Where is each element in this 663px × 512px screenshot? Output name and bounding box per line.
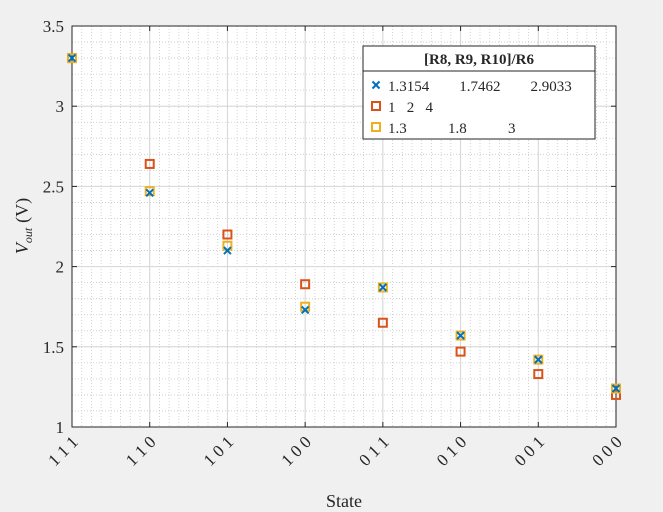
x-tick-label: 1 1 1	[44, 432, 81, 469]
marker-stroke	[145, 188, 154, 198]
legend-label-series-2: 1 2 4	[388, 100, 434, 116]
marker-stroke	[611, 384, 621, 393]
x-tick-label: 1 1 0	[122, 432, 159, 469]
data-point-series-1	[534, 355, 543, 364]
legend-title: [R8, R9, R10]/R6	[424, 52, 534, 68]
marker-stroke	[300, 305, 310, 315]
y-axis: 1 1.5 2 2.5 3 3.5	[43, 17, 616, 437]
y-tick-label: 2.5	[43, 177, 64, 196]
legend-marker-series-1	[371, 80, 381, 90]
marker-stroke	[67, 53, 77, 63]
x-tick-label: 1 0 1	[200, 432, 237, 469]
data-point-series-3	[611, 383, 621, 394]
legend: [R8, R9, R10]/R6 1.3154 1.7462 2.9033 1 2…	[362, 45, 596, 140]
x-tick-label: 0 1 1	[355, 432, 392, 469]
x-tick-label: 0 0 0	[588, 432, 625, 469]
y-tick-label: 1.5	[43, 338, 64, 357]
y-axis-label: Vout(V)	[12, 198, 35, 254]
plot-frame	[71, 25, 617, 428]
x-axis-label: State	[326, 491, 362, 511]
y-tick-label: 1	[56, 418, 65, 437]
data-point-series-1	[456, 331, 465, 340]
legend-label-series-3: 1.3 1.8 3	[388, 121, 516, 137]
data-point-series-1	[300, 305, 310, 315]
x-tick-label: 0 1 0	[433, 432, 470, 469]
data-point-series-3	[533, 354, 544, 365]
data-point-series-2	[611, 389, 621, 400]
data-point-series-2	[300, 279, 311, 290]
data-point-series-1	[145, 188, 154, 198]
data-point-series-1	[67, 53, 77, 63]
y-tick-label: 3	[56, 97, 65, 116]
marker-stroke	[534, 355, 543, 364]
data-point-series-3	[67, 53, 77, 64]
y-tick-label: 2	[56, 258, 65, 277]
data-point-series-3	[455, 330, 466, 341]
data-point-series-2	[377, 317, 388, 328]
data-point-series-1	[223, 246, 232, 255]
data-point-series-2	[455, 346, 466, 357]
data-markers	[67, 53, 621, 400]
marker-stroke	[378, 283, 388, 292]
data-point-series-2	[222, 229, 233, 240]
legend-marker-series-2	[371, 101, 381, 111]
data-point-series-1	[378, 283, 388, 292]
marker-stroke	[371, 80, 381, 90]
data-point-series-3	[377, 282, 388, 293]
y-tick-label: 3.5	[43, 17, 64, 36]
legend-label-series-1: 1.3154 1.7462 2.9033	[388, 79, 572, 95]
data-point-series-2	[144, 158, 155, 169]
legend-entries: 1.3154 1.7462 2.9033 1 2 4 1.3 1.8 3	[371, 79, 572, 137]
legend-marker-series-3	[371, 122, 381, 132]
marker-stroke	[223, 246, 232, 255]
x-tick-label: 1 0 0	[277, 432, 314, 469]
data-point-series-3	[144, 186, 155, 197]
marker-stroke	[456, 331, 465, 340]
legend-box	[362, 45, 596, 140]
data-point-series-2	[533, 369, 544, 380]
x-tick-label: 0 0 1	[511, 432, 548, 469]
data-point-series-1	[611, 384, 621, 393]
